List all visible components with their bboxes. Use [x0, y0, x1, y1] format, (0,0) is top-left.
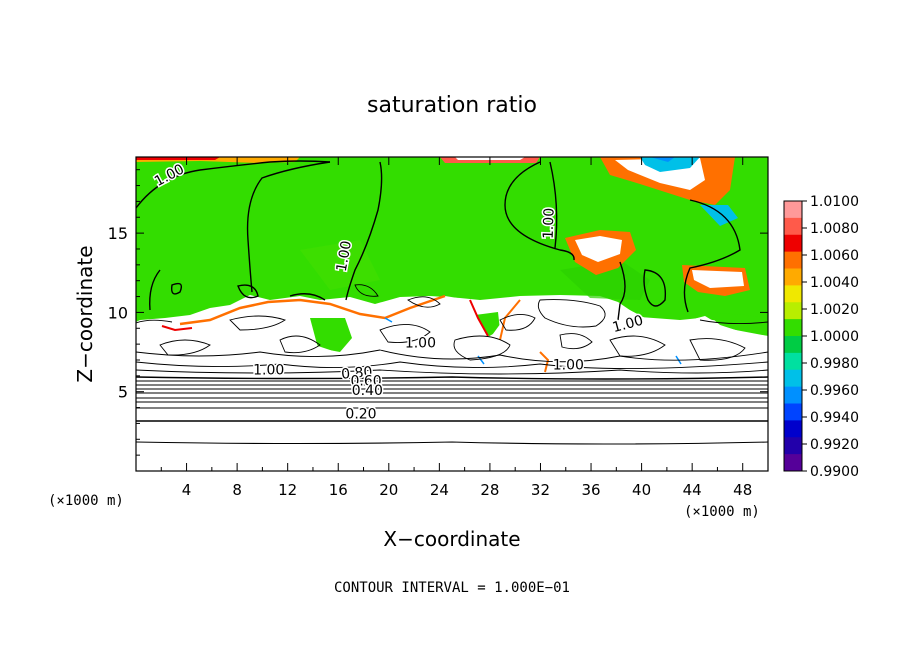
- contour-label: 1.00: [553, 358, 584, 374]
- field-patch: [300, 240, 380, 290]
- colorbar-swatch: [784, 386, 802, 404]
- colorbar-swatch: [784, 369, 802, 388]
- subsaturated-spot: [650, 157, 675, 162]
- x-tick-label: 32: [531, 481, 550, 499]
- colorbar-label: 0.9900: [810, 464, 859, 480]
- x-tick-label: 12: [278, 481, 297, 499]
- saturation-field: 1.001.001.001.001.001.001.00 0.800.600.40…: [136, 157, 768, 471]
- x-unit-left: (×1000 m): [48, 493, 124, 509]
- subsaturated-spot: [640, 157, 700, 172]
- colorbar-swatch: [784, 201, 802, 219]
- x-tick-label: 20: [379, 481, 398, 499]
- x-tick-label: 28: [480, 481, 499, 499]
- x-unit-right: (×1000 m): [684, 504, 760, 520]
- colorbar-swatch: [784, 437, 802, 455]
- supersaturated-patch: [575, 236, 622, 262]
- contour-label: 1.00: [253, 362, 284, 378]
- colorbar-label: 0.9920: [810, 437, 859, 453]
- contour-1-00: [136, 160, 741, 321]
- colorbar-swatch: [784, 251, 802, 269]
- contour-label: 1.00: [405, 335, 436, 351]
- colorbar-label: 1.0080: [810, 221, 859, 237]
- contour-layers: [136, 376, 768, 445]
- x-tick-label: 36: [581, 481, 600, 499]
- colorbar-label: 0.9980: [810, 356, 859, 372]
- contour-label: 1.00: [541, 208, 558, 240]
- colorbar-swatch: [784, 217, 802, 236]
- colorbar-labels: 1.0100 1.0080 1.0060 1.0040 1.0020 1.0000 0.99…: [802, 194, 859, 480]
- y-tick-label: 5: [118, 383, 128, 402]
- colorbar-swatches: [784, 201, 802, 472]
- y-axis-label: Z−coordinate: [73, 245, 97, 382]
- colorbar-swatch: [784, 302, 802, 320]
- x-tick-label: 48: [733, 481, 752, 499]
- boundary-strip: [539, 351, 550, 373]
- colorbar-label: 0.9940: [810, 410, 859, 426]
- contour-label: 0.40: [352, 383, 383, 399]
- plot-frame: [135, 156, 769, 472]
- colorbar-swatch: [784, 403, 802, 421]
- colorbar-label: 1.0060: [810, 248, 859, 264]
- y-axis: 5 10 15: [108, 169, 768, 456]
- colorbar-swatch: [784, 420, 802, 438]
- chart-title: saturation ratio: [367, 93, 537, 118]
- colorbar-swatch: [784, 234, 802, 253]
- colorbar-label: 0.9960: [810, 383, 859, 399]
- colorbar-label: 1.0000: [810, 329, 859, 345]
- x-axis: 4 8 12 16 20 24 28 32 36 40 44 48: [160, 157, 752, 499]
- x-tick-label: 40: [632, 481, 651, 499]
- colorbar-label: 1.0100: [810, 194, 859, 210]
- contour-label: 0.60: [350, 373, 381, 389]
- colorbar-swatch: [784, 268, 802, 286]
- x-tick-label: 8: [232, 481, 242, 499]
- boundary-strip: [469, 299, 489, 337]
- boundary-strip: [384, 317, 393, 323]
- colorbar-swatch: [784, 285, 802, 303]
- boundary-strip: [161, 325, 193, 332]
- boundary-strip: [179, 294, 446, 326]
- x-tick-label: 44: [683, 481, 702, 499]
- colorbar-swatch: [784, 319, 802, 337]
- x-tick-label: 4: [182, 481, 192, 499]
- saturated-pocket: [310, 318, 352, 352]
- contour-label: 1.00: [334, 239, 355, 272]
- supersaturated-patch: [692, 270, 744, 288]
- contour-interval-note: CONTOUR INTERVAL = 1.000E−01: [334, 580, 570, 596]
- saturated-pocket: [475, 312, 500, 338]
- x-tick-label: 16: [329, 481, 348, 499]
- contour-label: 0.20: [345, 407, 376, 423]
- colorbar-label: 1.0040: [810, 275, 859, 291]
- y-tick-label: 15: [108, 224, 128, 243]
- colorbar-swatch: [784, 352, 802, 371]
- y-tick-label: 10: [108, 303, 128, 322]
- plot-area: 1.001.001.001.001.001.001.00 0.800.600.40…: [108, 156, 769, 499]
- contour-interior: [136, 284, 768, 375]
- field-patch: [560, 260, 650, 300]
- colorbar-swatch: [784, 454, 802, 472]
- colorbar-swatch: [784, 336, 802, 354]
- supersaturated-top: [136, 157, 220, 160]
- x-tick-label: 24: [430, 481, 449, 499]
- colorbar-label: 1.0020: [810, 302, 859, 318]
- contour-label: 0.80: [341, 364, 373, 383]
- x-axis-label: X−coordinate: [383, 527, 520, 551]
- colorbar: 1.0100 1.0080 1.0060 1.0040 1.0020 1.0000 0.99…: [783, 194, 859, 480]
